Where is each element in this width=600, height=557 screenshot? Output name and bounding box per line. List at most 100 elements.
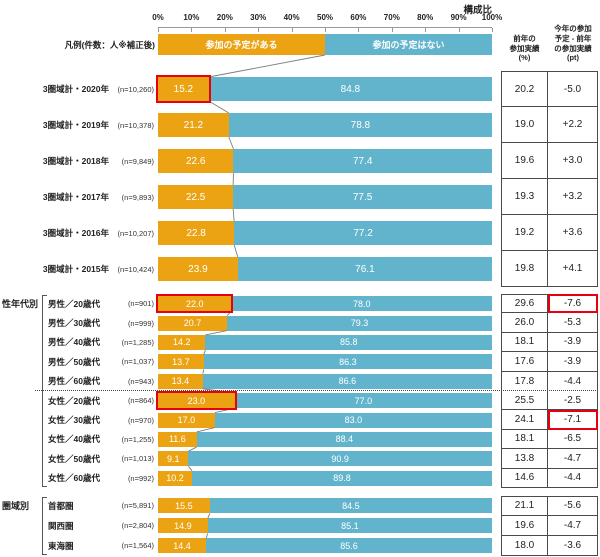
legend-series-yes-label: 参加の予定がある: [205, 40, 278, 50]
row-group-1: 性年代別 男性／20歳代 (n=901) 22.0 78.0 29.6 -7.6 男性／30歳…: [0, 294, 598, 488]
chart-table-gap: [492, 430, 501, 449]
bar-segment-no: 84.8: [208, 77, 492, 101]
bar-segment-no: 77.0: [234, 393, 492, 409]
bar-value-no: 84.5: [342, 500, 360, 511]
category-label: 女性／50歳代: [48, 453, 100, 464]
category-label: 3圏域計・2016年: [42, 228, 109, 238]
chart-row: 3圏域計・2019年 (n=10,378) 21.2 78.8 19.0 +2.2: [0, 107, 598, 143]
chart-row: 女性／60歳代 (n=992) 10.2 89.8 14.6 -4.4: [0, 468, 598, 488]
bar-value-yes: 22.0: [185, 298, 204, 309]
bar-segment-yes: 23.9: [158, 257, 238, 281]
bar-track: 20.7 79.3: [158, 313, 492, 332]
bar-value-no: 78.0: [352, 298, 371, 309]
bar-segment-yes: 11.6: [158, 431, 197, 447]
prev-result-cell: 18.1: [501, 429, 548, 450]
diff-cell: -3.6: [548, 535, 598, 556]
chart-row: 男性／30歳代 (n=999) 20.7 79.3 26.0 -5.3: [0, 313, 598, 333]
sample-size-label: (n=1,285): [121, 337, 154, 347]
chart-table-gap: [492, 496, 501, 516]
chart-table-gap: [492, 333, 501, 352]
sample-size-label: (n=864): [127, 396, 154, 406]
chart-table-gap: [492, 143, 501, 179]
bar-value-no: 86.6: [338, 376, 357, 387]
x-axis-tick-label: 50%: [316, 13, 334, 22]
bar-segment-yes: 22.5: [158, 185, 234, 209]
bar-segment-yes: 14.9: [158, 518, 208, 534]
prev-result-cell: 19.3: [501, 179, 548, 215]
bar-value-yes: 17.0: [177, 415, 196, 426]
category-label: 首都圏: [48, 500, 74, 511]
category-label: 3圏域計・2017年: [42, 192, 109, 202]
chart-table-gap: [492, 179, 501, 215]
x-axis-tick: [191, 28, 193, 32]
bar-segment-no: 79.3: [227, 315, 492, 331]
legend-swatch-yes: 参加の予定がある: [158, 34, 325, 55]
bar-value-yes: 14.2: [172, 337, 191, 348]
sample-size-label: (n=901): [127, 299, 154, 309]
x-axis-tick-label: 10%: [183, 13, 200, 22]
bar-segment-no: 88.4: [196, 431, 492, 447]
chart-table-gap: [492, 536, 501, 556]
category-label: 女性／40歳代: [48, 434, 100, 445]
prev-result-cell: 26.0: [501, 313, 548, 333]
bar-track: 22.6 77.4: [158, 143, 492, 179]
bar-segment-no: 77.2: [234, 221, 492, 245]
bar-value-no: 85.6: [340, 540, 358, 551]
stacked-bar: 14.2 85.8: [158, 334, 492, 350]
bar-value-no: 90.9: [331, 453, 349, 464]
prev-result-cell: 17.8: [501, 371, 548, 391]
chart-table-gap: [492, 410, 501, 429]
chart-table-gap: [492, 372, 501, 391]
bar-segment-no: 78.8: [228, 113, 492, 137]
stacked-bar: 23.0 77.0: [156, 391, 492, 411]
prev-result-cell: 13.8: [501, 449, 548, 469]
diff-cell: -7.1: [548, 410, 598, 430]
bar-value-yes: 21.2: [183, 119, 204, 131]
bar-track: 13.7 86.3: [158, 352, 492, 371]
bar-value-yes: 23.0: [187, 395, 206, 406]
bar-value-no: 89.8: [333, 473, 351, 484]
bar-track: 10.2 89.8: [158, 469, 492, 488]
bar-segment-no: 78.0: [231, 296, 492, 312]
prev-result-cell: 18.1: [501, 332, 548, 353]
x-axis-tick: [325, 28, 326, 32]
category-label: 男性／50歳代: [48, 356, 100, 367]
x-axis-tick: [358, 28, 360, 32]
bar-segment-yes: 21.2: [158, 113, 229, 137]
bar-segment-no: 84.5: [209, 498, 492, 514]
diff-cell: -5.3: [548, 313, 598, 333]
bar-segment-yes: 20.7: [158, 315, 228, 331]
diff-cell: -6.5: [548, 429, 598, 450]
x-axis-tick: [258, 28, 260, 32]
diff-cell: -4.7: [548, 449, 598, 469]
chart-row: 3圏域計・2018年 (n=9,849) 22.6 77.4 19.6 +3.0: [0, 143, 598, 179]
chart-row: 男性／20歳代 (n=901) 22.0 78.0 29.6 -7.6: [0, 294, 598, 314]
category-label: 東海圏: [48, 540, 74, 551]
prev-result-cell: 21.1: [501, 495, 548, 516]
diff-cell: -5.6: [548, 495, 598, 516]
bar-track: 22.5 77.5: [158, 179, 492, 215]
chart-row: 東海圏 (n=1,564) 14.4 85.6 18.0 -3.6: [0, 535, 598, 556]
group-bracket: [42, 496, 47, 555]
stacked-bar: 9.1 90.9: [158, 451, 492, 467]
chart-table-gap: [492, 352, 501, 371]
stacked-bar: 22.8 77.2: [158, 221, 492, 245]
bar-track: 14.2 85.8: [158, 333, 492, 352]
bar-segment-yes: 13.4: [158, 373, 203, 389]
diff-cell: -3.9: [548, 332, 598, 353]
x-axis-tick: [391, 28, 393, 32]
bar-value-yes: 15.2: [173, 83, 194, 95]
legend-bar: 参加の予定がある 参加の予定はない: [158, 34, 492, 55]
sample-size-label: (n=1,564): [121, 541, 154, 551]
chart-table-gap: [492, 71, 501, 107]
diff-header-line: 今年の参加: [554, 24, 592, 33]
chart-table-gap: [492, 251, 501, 287]
x-axis-tick-label: 40%: [283, 13, 300, 22]
bar-track: 23.9 76.1: [158, 251, 492, 287]
diff-cell: +4.1: [548, 251, 598, 287]
stacked-bar: 11.6 88.4: [158, 431, 492, 447]
legend-swatch-no: 参加の予定はない: [325, 34, 492, 55]
bar-segment-no: 86.3: [203, 354, 492, 370]
chart-row: 女性／30歳代 (n=970) 17.0 83.0 24.1 -7.1: [0, 410, 598, 430]
